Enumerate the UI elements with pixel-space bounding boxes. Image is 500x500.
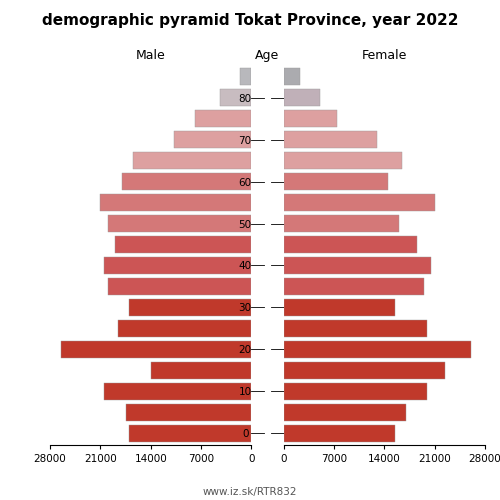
Bar [284,130,377,148]
Bar [284,320,428,338]
Bar [61,340,252,358]
Title: Male: Male [136,50,166,62]
Bar [196,110,252,128]
Bar [174,130,252,148]
Bar [284,236,416,254]
Bar [284,340,470,358]
Bar [100,194,252,212]
Text: www.iz.sk/RTR832: www.iz.sk/RTR832 [203,488,297,498]
Bar [108,278,252,295]
Bar [284,278,424,295]
Bar [284,152,403,170]
Bar [284,404,406,421]
Bar [284,298,395,316]
Bar [114,236,252,254]
Bar [284,194,434,212]
Bar [284,110,337,128]
Bar [284,362,446,380]
Bar [132,152,252,170]
Bar [284,88,320,106]
Title: Age: Age [256,50,280,62]
Bar [150,362,252,380]
Bar [284,68,300,86]
Bar [126,404,252,421]
Bar [129,298,252,316]
Bar [129,424,252,442]
Bar [284,214,399,232]
Title: Female: Female [362,50,407,62]
Bar [118,320,252,338]
Bar [122,172,252,190]
Bar [104,382,252,400]
Bar [284,424,395,442]
Bar [284,172,388,190]
Bar [284,382,428,400]
Bar [284,256,431,274]
Bar [108,214,252,232]
Text: demographic pyramid Tokat Province, year 2022: demographic pyramid Tokat Province, year… [42,12,458,28]
Bar [104,256,252,274]
Bar [220,88,252,106]
Bar [240,68,252,86]
